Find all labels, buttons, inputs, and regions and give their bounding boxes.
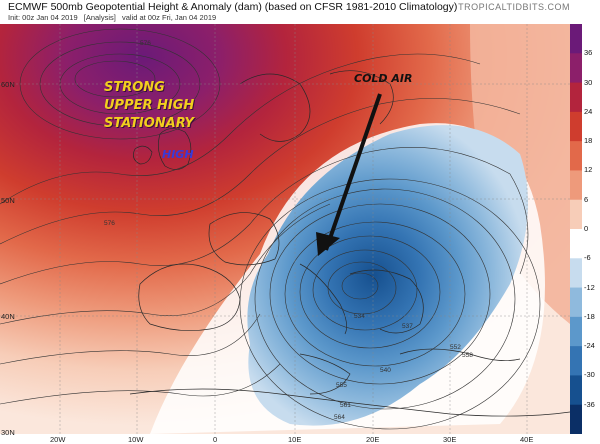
cold-air-arrow — [316, 93, 382, 256]
colorbar-swatch — [570, 141, 582, 171]
colorbar-label: 30 — [584, 77, 593, 87]
contour-label: 576 — [140, 40, 151, 47]
lon-label-10w: 10W — [128, 435, 144, 444]
colorbar-label: 18 — [584, 136, 593, 146]
lon-label-20e: 20E — [366, 435, 380, 444]
analysis-tag: [Analysis] — [83, 13, 116, 22]
map-subtitle: Init: 00z Jan 04 2019 [Analysis] valid a… — [8, 13, 220, 22]
annotation-stationary: STATIONARY — [104, 116, 194, 131]
lon-label-20w: 20W — [50, 435, 66, 444]
colorbar-label: -12 — [584, 282, 595, 292]
colorbar-label: 0 — [584, 224, 589, 233]
contour-label: 552 — [450, 344, 461, 351]
contour-label: 558 — [462, 352, 473, 359]
colorbar-label: -18 — [584, 311, 595, 321]
colorbar-label: -6 — [584, 253, 591, 263]
colorbar-swatch — [570, 404, 582, 435]
colorbar-swatch — [570, 170, 582, 201]
lon-label-40e: 40E — [520, 435, 534, 444]
valid-time: valid at 00z Fri, Jan 04 2019 — [121, 13, 217, 22]
lon-label-0: 0 — [213, 435, 218, 444]
colorbar-swatch — [570, 53, 582, 84]
contour-label: 564 — [334, 414, 345, 421]
header: ECMWF 500mb Geopotential Height & Anomal… — [0, 0, 600, 24]
map-canvas — [0, 24, 570, 434]
colorbar-swatch — [570, 375, 582, 406]
lon-label-30e: 30E — [443, 435, 457, 444]
colorbar-label: 36 — [584, 48, 593, 58]
colorbar-label: 6 — [584, 194, 589, 204]
contour-label: 540 — [380, 367, 391, 374]
contour-label: 561 — [340, 402, 351, 409]
colorbar-swatch — [570, 346, 582, 376]
anomaly-map — [0, 24, 570, 434]
colorbar-label: -24 — [584, 341, 595, 351]
colorbar-swatch — [570, 82, 582, 113]
colorbar — [570, 24, 582, 435]
graticule — [0, 24, 570, 434]
cold-anomaly-field — [247, 125, 529, 426]
annotation-upper-high: UPPER HIGH — [104, 98, 195, 113]
colorbar-label: 12 — [584, 165, 593, 175]
init-time: Init: 00z Jan 04 2019 — [8, 13, 78, 22]
height-contours — [0, 28, 541, 430]
contour-label: 537 — [402, 323, 413, 330]
colorbar-label: 24 — [584, 106, 593, 116]
site-watermark: TROPICALTIDBITS.COM — [458, 2, 570, 12]
colorbar-swatch — [570, 111, 582, 142]
colorbar-swatch — [570, 287, 582, 318]
coastlines — [129, 70, 570, 417]
lat-label-60n: 60N — [1, 80, 15, 89]
map-title: ECMWF 500mb Geopotential Height & Anomal… — [8, 1, 458, 13]
contour-label: 576 — [104, 220, 115, 227]
colorbar-swatch — [570, 229, 582, 259]
colorbar-swatch — [570, 199, 582, 230]
colorbar-swatch — [570, 258, 582, 289]
contour-label: 555 — [336, 382, 347, 389]
annotation-cold-air: COLD AIR — [354, 72, 413, 85]
colorbar-label: -36 — [584, 399, 595, 409]
annotation-high: HIGH — [162, 148, 194, 161]
colorbar-swatch — [570, 316, 582, 347]
colorbar-swatch — [570, 24, 582, 54]
lat-label-40n: 40N — [1, 312, 15, 321]
lon-label-10e: 10E — [288, 435, 302, 444]
annotation-strong: STRONG — [104, 80, 165, 95]
colorbar-label: -30 — [584, 370, 595, 380]
lat-label-50n: 50N — [1, 196, 15, 205]
colorbar-swatches — [570, 24, 582, 435]
lat-label-30n: 30N — [1, 428, 15, 437]
contour-label: 534 — [354, 313, 365, 320]
